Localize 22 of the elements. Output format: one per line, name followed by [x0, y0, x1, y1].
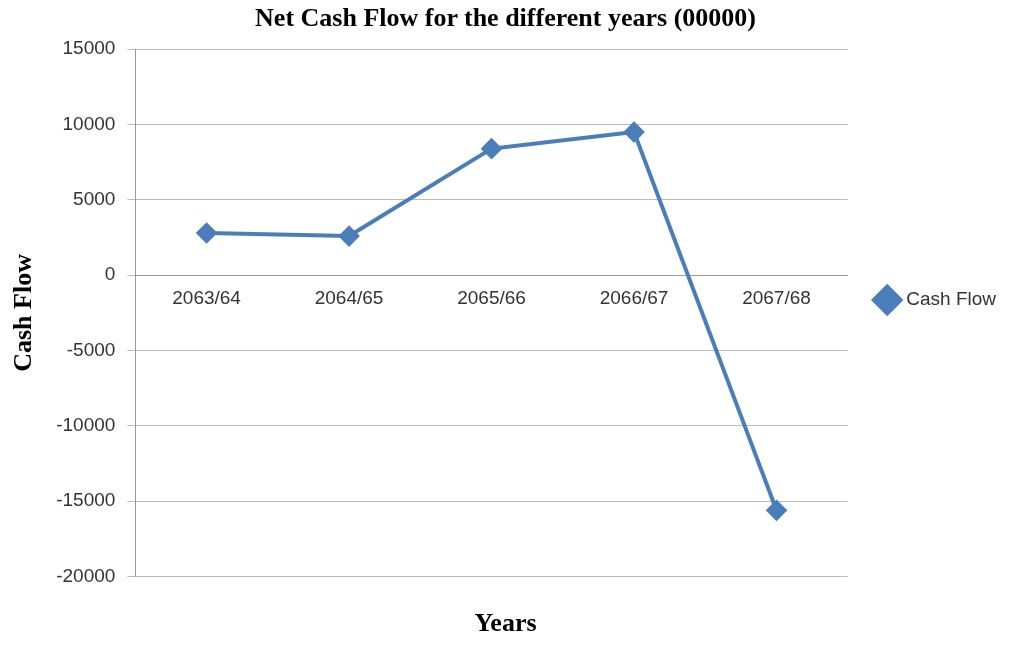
legend-label: Cash Flow: [906, 288, 997, 310]
y-tick-label: -10000: [56, 414, 116, 436]
x-tick-label: 2064/65: [314, 286, 384, 308]
point: [481, 138, 502, 159]
y-tick-label: 10000: [62, 112, 116, 134]
point: [766, 500, 787, 521]
point: [196, 223, 217, 244]
point: [624, 122, 645, 143]
y-tick-label: -5000: [66, 338, 116, 360]
y-tick-label: 0: [104, 263, 116, 285]
x-tick-label: 2067/68: [742, 286, 811, 308]
y-tick-label: 5000: [73, 188, 116, 210]
y-tick-label: 15000: [62, 37, 116, 59]
x-tick-label: 2066/67: [599, 286, 669, 308]
x-axis-title: Years: [473, 608, 538, 638]
x-tick-label: 2063/64: [172, 286, 242, 308]
y-tick-label: -20000: [56, 564, 116, 586]
y-axis-title: Cash Flow: [8, 253, 38, 372]
chart-title: Net Cash Flow for the different years (00000): [255, 3, 756, 33]
point: [339, 226, 360, 247]
y-tick-label: -15000: [56, 489, 116, 511]
x-tick-label: 2065/66: [457, 286, 526, 308]
